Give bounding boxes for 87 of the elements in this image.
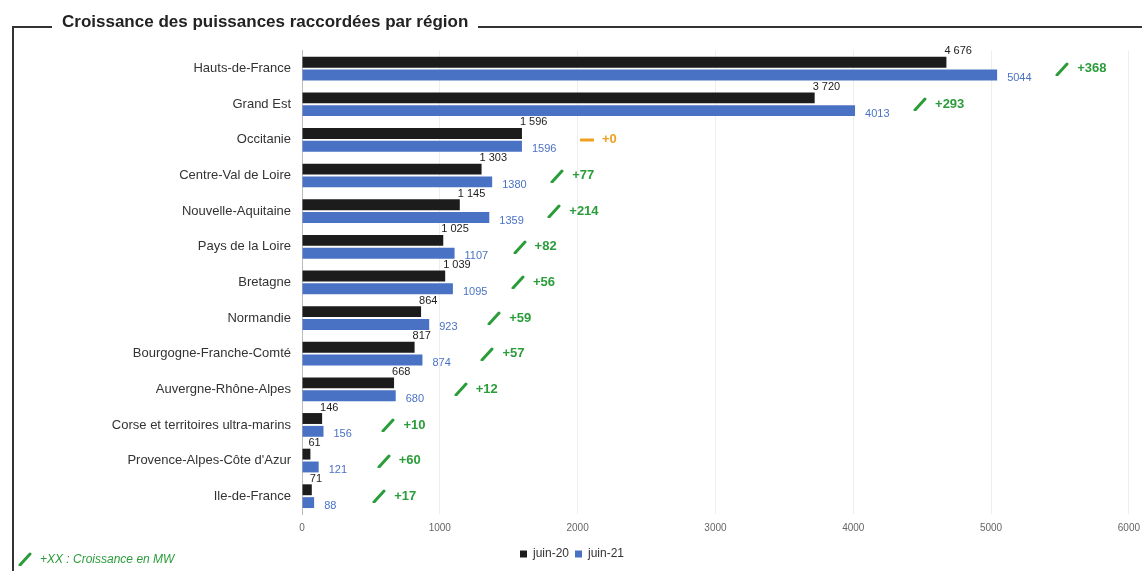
x-tick-label: 3000 [704,521,727,533]
bar [302,341,415,353]
bar [302,390,396,402]
data-label: 121 [328,463,348,475]
x-tick-label: 6000 [1117,521,1141,533]
y-tick-label: Ile-de-France [213,487,291,503]
bar [302,448,311,460]
annotation: +368 [1077,60,1107,76]
bar [302,92,815,104]
y-tick-label: Corse et territoires ultra-marins [111,416,292,432]
annotation: +59 [509,309,532,325]
data-label: 1 303 [479,151,508,164]
x-tick-label: 2000 [566,521,590,533]
text: +XX : Croissance en MW [40,552,175,566]
data-label: 61 [308,436,321,449]
y-tick-label: Grand Est [232,95,292,111]
legend-label: juin-20 [531,546,570,561]
legend-label: juin-21 [587,546,625,561]
bar [302,413,323,424]
bar [302,163,482,175]
bar [302,128,522,139]
bar [302,318,430,330]
annotation: +82 [534,238,557,254]
data-label: 1596 [531,142,557,155]
data-label: 680 [405,391,425,404]
data-label: 1 596 [519,115,548,128]
bar [302,69,998,81]
data-label: 874 [432,356,451,369]
bar [302,283,453,295]
annotation: +293 [935,95,965,111]
bar [302,461,319,473]
data-label: 5044 [1007,71,1032,84]
data-label: 923 [439,320,458,333]
x-tick-label: 1000 [428,521,452,533]
bar [302,270,446,282]
annotation: +60 [398,452,421,468]
bar [302,56,947,68]
bar [302,234,444,246]
bar [302,377,395,389]
annotation: +56 [532,273,555,289]
y-tick-label: Normandie [227,309,291,325]
annotation: +10 [403,416,426,432]
bar [302,212,490,223]
annotation: +0 [601,131,617,147]
y-tick-label: Nouvelle-Aquitaine [181,202,291,218]
y-tick-label: Bretagne [238,273,291,289]
y-tick-label: Centre-Val de Loire [179,167,291,183]
bar [302,247,455,259]
data-label: 1359 [499,213,524,226]
data-label: 1 145 [457,186,486,199]
data-label: 156 [333,427,352,440]
y-tick-label: Pays de la Loire [197,238,291,254]
annotation: +77 [572,167,595,183]
bar [302,140,522,152]
data-label: 1380 [502,177,527,190]
data-label: 4 676 [944,44,972,57]
annotation: +12 [475,380,498,396]
bar [302,425,324,437]
bar [302,306,422,318]
bar [302,105,856,117]
bar [302,497,315,509]
data-label: 1095 [462,284,488,297]
y-tick-label: Auvergne-Rhône-Alpes [155,380,292,396]
annotation: +17 [394,487,417,503]
bar [302,176,493,188]
x-tick-label: 5000 [979,521,1003,533]
y-tick-label: Bourgogne-Franche-Comté [132,345,291,361]
bar [302,199,460,211]
data-label: 88 [324,498,337,511]
y-tick-label: Occitanie [236,131,291,147]
data-label: 3 720 [812,79,841,92]
data-label: 4013 [865,106,890,119]
data-label: 817 [412,329,431,342]
data-label: 864 [419,293,438,306]
bar [302,484,312,496]
bar [302,354,423,366]
data-label: 71 [309,471,323,484]
y-tick-label: Hauts-de-France [193,60,291,76]
x-tick-label: 4000 [842,521,865,533]
x-tick-label: 0 [299,521,306,533]
data-label: 146 [320,400,339,413]
y-tick-label: Provence-Alpes-Côte d'Azur [127,452,292,468]
annotation: +57 [502,345,525,361]
annotation: +214 [569,202,600,218]
chart-title: Croissance des puissances raccordées par région [52,12,479,32]
data-label: 668 [392,364,411,377]
data-label: 1 025 [441,222,469,235]
